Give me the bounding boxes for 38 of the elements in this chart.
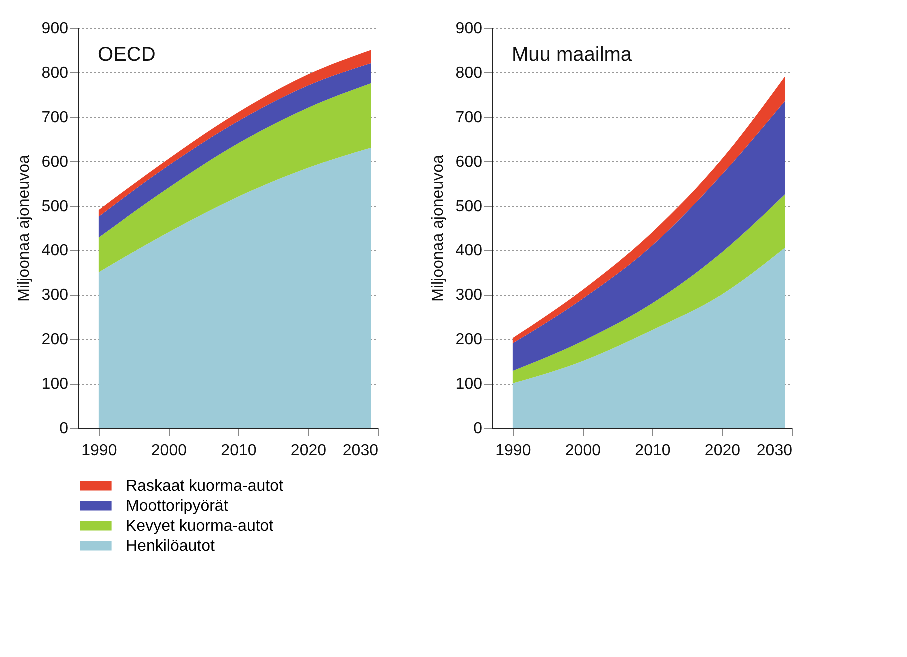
y-tick-label: 500	[42, 198, 69, 216]
y-tick-label: 600	[42, 154, 69, 171]
legend-label: Moottoripyörät	[126, 498, 229, 515]
x-tick-label: 2000	[565, 442, 602, 460]
y-tick-label: 900	[42, 20, 69, 38]
text: OECD	[98, 44, 156, 66]
y-tick-label: 400	[42, 242, 69, 260]
x-tick-label: 2010	[221, 442, 257, 460]
y-tick-label: 800	[456, 64, 483, 82]
text: Muu maailma	[512, 44, 633, 66]
y-tick-label: 200	[456, 332, 483, 349]
x-tick-label: 2010	[635, 442, 671, 460]
y-axis-title: Miljoonaa ajoneuvoa	[16, 155, 33, 302]
x-tick-label: 2000	[151, 442, 188, 460]
x-tick-label: 1990	[82, 442, 118, 460]
y-tick-label: 0	[474, 420, 483, 438]
y-tick-label: 700	[456, 109, 483, 126]
y-tick-label: 500	[456, 198, 483, 216]
y-tick-label: 900	[456, 20, 483, 38]
y-tick-label: 400	[456, 242, 483, 260]
y-tick-label: 100	[456, 376, 483, 394]
legend-label: Raskaat kuorma-autot	[126, 478, 284, 495]
y-tick-label: 200	[42, 332, 69, 349]
x-tick-label: 2030	[756, 442, 793, 460]
legend-label: Kevyet kuorma-autot	[126, 518, 274, 535]
y-tick-label: 600	[456, 154, 483, 171]
y-axis-title: Miljoonaa ajoneuvoa	[430, 155, 447, 302]
x-tick-label: 2020	[704, 442, 741, 460]
y-tick-label: 100	[42, 376, 69, 394]
x-tick-label: 2020	[290, 442, 327, 460]
x-tick-label: 1990	[496, 442, 532, 460]
y-tick-label: 0	[60, 420, 69, 438]
y-tick-label: 700	[42, 109, 69, 126]
y-tick-label: 300	[42, 287, 69, 304]
y-tick-label: 300	[456, 287, 483, 304]
y-tick-label: 800	[42, 64, 69, 82]
legend-label: Henkilöautot	[126, 538, 216, 555]
x-tick-label: 2030	[342, 442, 379, 460]
